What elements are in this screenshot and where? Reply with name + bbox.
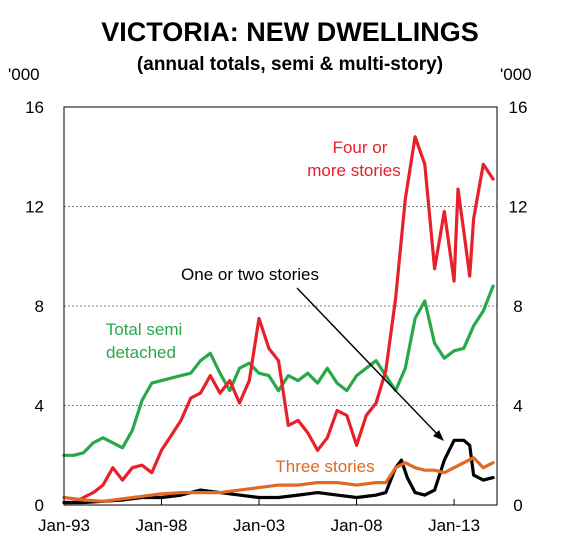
x-tick-labels: Jan-93 Jan-98 Jan-03 Jan-08 Jan-13 [38,516,480,535]
chart-subtitle: (annual totals, semi & multi-story) [137,54,443,75]
plot-border [63,106,498,506]
y-tick-label-right: 12 [509,198,528,217]
y-tick-label-left: 16 [25,98,44,117]
label-one-or-two-stories: One or two stories [181,265,319,284]
chart-title: VICTORIA: NEW DWELLINGS [101,17,479,47]
y-tick-label-left: 0 [35,496,44,515]
series-lines [62,135,495,505]
label-three-stories: Three stories [275,457,374,476]
x-tick-label: Jan-08 [331,516,383,535]
label-more-stories: more stories [307,161,401,180]
y-tick-label-right: 16 [509,98,528,117]
label-four-or: Four or [333,138,388,157]
y-tick-label-left: 8 [35,297,44,316]
annotation-arrow-line [296,287,441,438]
x-tick-label: Jan-13 [428,516,480,535]
series-line-2 [62,438,495,505]
y-tick-label-right: 8 [513,297,522,316]
x-tick-label: Jan-03 [233,516,285,535]
y-unit-left: '000 [8,65,40,84]
x-tick-label: Jan-93 [38,516,90,535]
series-line-3 [62,456,495,503]
y-tick-label-left: 4 [35,397,44,416]
series-line-1 [62,135,495,505]
label-detached: detached [106,343,176,362]
x-tick-label: Jan-98 [136,516,188,535]
y-tick-labels: 0 0 4 4 8 8 12 12 16 16 [25,98,527,515]
y-unit-right: '000 [500,65,532,84]
y-tick-label-left: 12 [25,198,44,217]
annotation-arrow-head [433,430,444,441]
y-tick-label-right: 4 [513,397,522,416]
series-line-0 [62,284,495,457]
plot-frame [63,106,498,506]
y-tick-label-right: 0 [513,496,522,515]
label-total-semi: Total semi [106,320,183,339]
